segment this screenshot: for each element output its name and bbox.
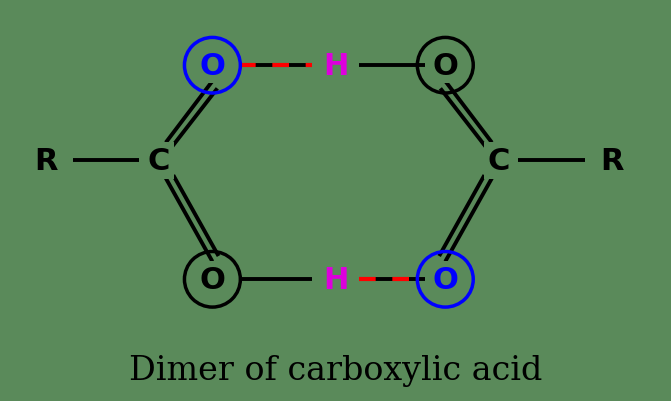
Text: H: H [323, 52, 348, 81]
Text: O: O [199, 52, 225, 81]
Text: R: R [34, 146, 58, 175]
Text: O: O [199, 265, 225, 294]
Text: R: R [600, 146, 623, 175]
Text: C: C [148, 146, 170, 175]
Text: Dimer of carboxylic acid: Dimer of carboxylic acid [129, 354, 542, 387]
Text: C: C [487, 146, 510, 175]
Text: H: H [323, 265, 348, 294]
Text: O: O [432, 265, 458, 294]
Text: O: O [432, 52, 458, 81]
